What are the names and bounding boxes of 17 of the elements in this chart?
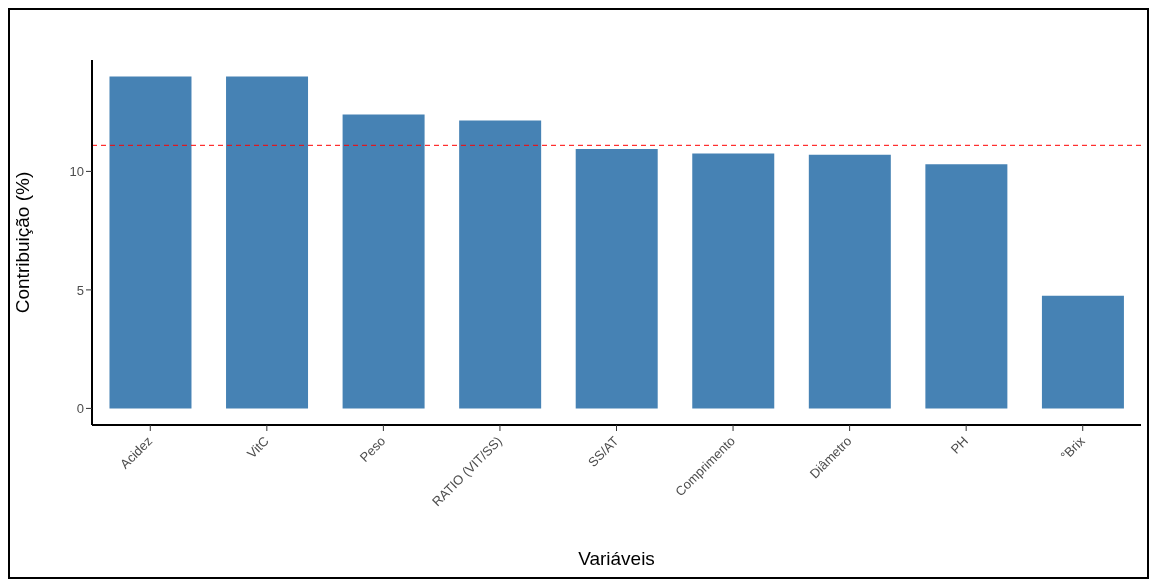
y-tick-label: 5 — [76, 282, 84, 298]
x-axis-title: Variáveis — [578, 548, 655, 569]
x-tick-label: VitC — [243, 433, 272, 462]
bar — [1041, 295, 1124, 409]
bar — [575, 148, 658, 409]
y-tick-label: 10 — [69, 164, 84, 180]
bar — [692, 153, 775, 409]
bar — [109, 76, 192, 409]
x-tick-label: °Brix — [1057, 432, 1089, 464]
bar — [226, 76, 309, 409]
y-axis-title: Contribuição (%) — [11, 171, 33, 314]
bar — [925, 164, 1008, 409]
y-tick-label: 0 — [76, 401, 84, 417]
bar — [459, 120, 542, 409]
x-tick-label: PH — [947, 433, 972, 457]
bar — [342, 114, 425, 409]
bar — [808, 154, 891, 409]
